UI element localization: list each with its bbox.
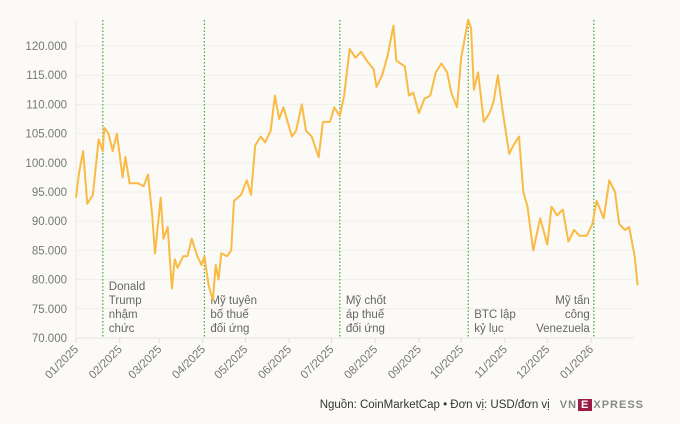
x-tick-label: 09/2025: [386, 344, 424, 382]
footer: Nguồn: CoinMarketCap • Đơn vị: USD/đơn v…: [320, 399, 644, 411]
y-tick-label: 120.000: [25, 41, 67, 53]
event-annotation: chức: [109, 323, 135, 335]
y-tick-label: 90.000: [32, 216, 67, 228]
event-annotation: kỷ lục: [474, 323, 504, 335]
x-tick-label: 07/2025: [299, 344, 337, 382]
event-annotation: BTC lập: [474, 309, 516, 321]
y-tick-label: 105.000: [25, 129, 67, 141]
y-tick-label: 80.000: [32, 275, 67, 287]
event-annotation: Mỹ chốt: [346, 295, 387, 307]
x-tick-label: 01/2026: [558, 344, 596, 382]
x-tick-label: 01/2025: [43, 344, 81, 382]
x-tick-label: 08/2025: [342, 344, 380, 382]
event-annotation: nhậm: [109, 309, 138, 321]
source-note: Nguồn: CoinMarketCap • Đơn vị: USD/đơn v…: [319, 399, 550, 411]
y-tick-label: 70.000: [32, 333, 67, 345]
vnexpress-logo: VN E XPRESS: [560, 399, 644, 411]
event-annotation: Venezuela: [536, 323, 590, 335]
logo-part: XPRESS: [593, 399, 644, 411]
y-tick-label: 115.000: [26, 70, 67, 82]
logo-part: VN: [559, 399, 578, 411]
event-annotation: áp thuế: [346, 309, 385, 321]
event-annotation: Trump: [109, 295, 142, 307]
x-tick-label: 11/2025: [473, 344, 510, 381]
x-tick-label: 10/2025: [428, 344, 466, 382]
y-tick-label: 75.000: [32, 304, 67, 316]
price-line: [75, 18, 639, 301]
logo-mark: E: [578, 399, 593, 411]
x-tick-label: 06/2025: [256, 344, 294, 382]
event-annotation: Mỹ tuyên: [210, 295, 257, 307]
x-tick-label: 02/2025: [87, 344, 125, 382]
event-annotation: Mỹ tấn: [555, 295, 590, 307]
y-tick-label: 85.000: [32, 245, 67, 257]
x-tick-label: 12/2025: [514, 344, 552, 382]
y-tick-label: 95.000: [32, 187, 67, 199]
x-tick-label: 04/2025: [170, 344, 208, 382]
y-tick-label: 110.000: [26, 99, 67, 111]
event-annotation: bố thuế: [210, 309, 249, 321]
y-tick-label: 100.000: [25, 158, 67, 170]
event-annotation: đối ứng: [210, 323, 249, 335]
event-annotation: Donald: [109, 281, 145, 293]
x-tick-label: 05/2025: [213, 344, 251, 382]
x-tick-label: 03/2025: [126, 344, 164, 382]
event-annotation: công: [565, 309, 590, 321]
event-annotation: đối ứng: [346, 323, 385, 335]
